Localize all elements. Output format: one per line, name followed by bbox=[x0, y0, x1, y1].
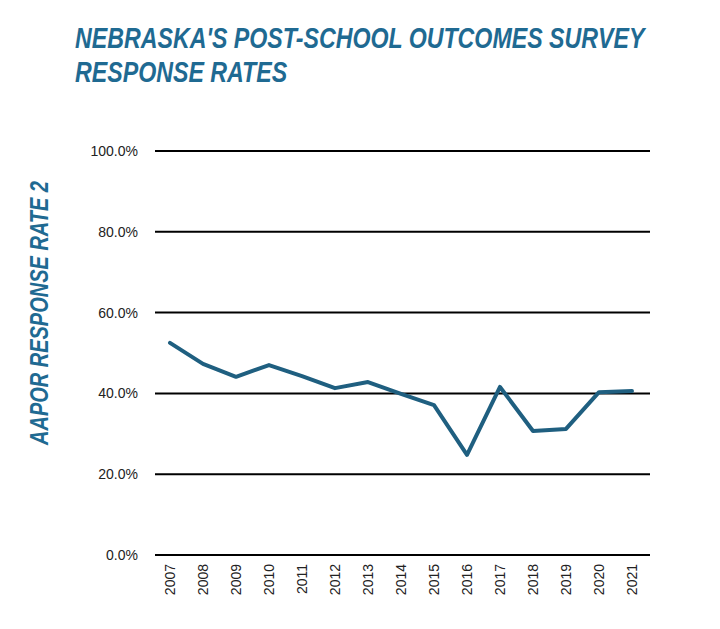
y-tick-label: 20.0% bbox=[98, 466, 138, 482]
x-tick-label: 2012 bbox=[327, 564, 343, 595]
x-tick-label: 2013 bbox=[360, 564, 376, 595]
x-tick-label: 2010 bbox=[261, 564, 277, 595]
grid-line bbox=[155, 554, 650, 556]
x-tick-label: 2007 bbox=[162, 564, 178, 595]
x-tick-label: 2015 bbox=[426, 564, 442, 595]
x-tick-label: 2014 bbox=[393, 564, 409, 595]
y-label-group: AAPOR RESPONSE RATE 2 bbox=[26, 181, 54, 446]
x-tick-label: 2018 bbox=[525, 564, 541, 595]
y-tick-label: 40.0% bbox=[98, 385, 138, 401]
x-tick-label: 2020 bbox=[591, 564, 607, 595]
grid-line bbox=[155, 473, 650, 475]
title: NEBRASKA'S POST-SCHOOL OUTCOMES SURVEYRE… bbox=[75, 21, 647, 88]
data-line bbox=[170, 343, 632, 455]
plot-area bbox=[170, 343, 632, 455]
y-tick-label: 60.0% bbox=[98, 305, 138, 321]
y-axis-label: AAPOR RESPONSE RATE 2 bbox=[26, 181, 54, 446]
grid-line bbox=[155, 312, 650, 314]
x-tick-label: 2016 bbox=[459, 564, 475, 595]
y-tick-label: 80.0% bbox=[98, 224, 138, 240]
x-tick-label: 2011 bbox=[294, 564, 310, 594]
x-tick-label: 2019 bbox=[558, 564, 574, 595]
y-tick-label: 0.0% bbox=[106, 547, 138, 563]
x-tick-label: 2008 bbox=[195, 564, 211, 595]
chart: NEBRASKA'S POST-SCHOOL OUTCOMES SURVEYRE… bbox=[0, 0, 720, 629]
x-tick-label: 2017 bbox=[492, 564, 508, 595]
grid-line bbox=[155, 150, 650, 152]
x-tick-label: 2009 bbox=[228, 564, 244, 595]
title-group: NEBRASKA'S POST-SCHOOL OUTCOMES SURVEYRE… bbox=[75, 21, 647, 88]
x-tick-label: 2021 bbox=[624, 564, 640, 595]
y-tick-label: 100.0% bbox=[91, 143, 138, 159]
grid-line bbox=[155, 231, 650, 233]
